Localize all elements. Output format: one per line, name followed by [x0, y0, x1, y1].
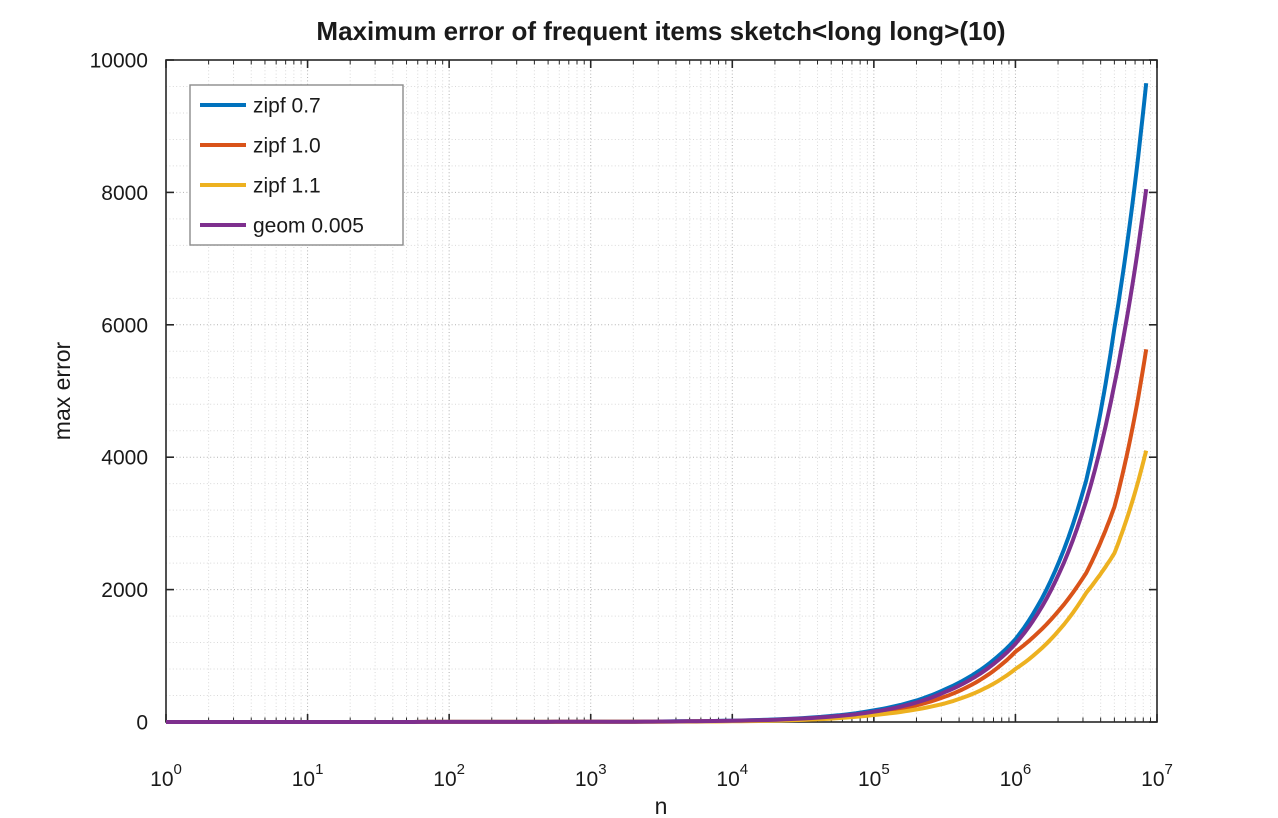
chart-title: Maximum error of frequent items sketch<l… — [316, 16, 1005, 46]
legend-label-zipf-0-7: zipf 0.7 — [253, 95, 321, 118]
x-tick-exponent: 6 — [1023, 761, 1031, 778]
x-axis-label: n — [655, 793, 668, 818]
legend-label-zipf-1-1: zipf 1.1 — [253, 175, 321, 198]
y-tick-label: 0 — [136, 712, 148, 735]
legend-label-geom-0-005: geom 0.005 — [253, 215, 364, 238]
x-tick-label: 102 — [433, 761, 465, 791]
x-tick-label: 100 — [150, 761, 182, 791]
x-tick-label: 105 — [858, 761, 890, 791]
y-tick-label: 10000 — [90, 50, 148, 73]
y-tick-label: 2000 — [101, 579, 148, 602]
curve-zipf-1-0 — [166, 348, 1149, 724]
x-tick-exponent: 2 — [457, 761, 465, 778]
curve-zipf-1-1 — [166, 450, 1149, 724]
y-tick-label: 4000 — [101, 447, 148, 470]
x-tick-label: 107 — [1141, 761, 1173, 791]
x-tick-exponent: 1 — [315, 761, 323, 778]
x-tick-exponent: 5 — [881, 761, 889, 778]
y-tick-label: 8000 — [101, 182, 148, 205]
x-tick-label: 103 — [575, 761, 607, 791]
legend-box — [189, 84, 404, 246]
x-tick-label: 104 — [716, 761, 748, 791]
x-tick-exponent: 3 — [598, 761, 606, 778]
y-axis-label: max error — [49, 341, 75, 440]
legend-label-zipf-1-0: zipf 1.0 — [253, 135, 321, 158]
curve-geom-0-005 — [166, 188, 1149, 724]
x-tick-exponent: 4 — [740, 761, 748, 778]
x-tick-exponent: 7 — [1165, 761, 1173, 778]
x-tick-exponent: 0 — [174, 761, 182, 778]
x-tick-label: 106 — [1000, 761, 1032, 791]
x-tick-label: 101 — [292, 761, 324, 791]
y-tick-label: 6000 — [101, 314, 148, 337]
